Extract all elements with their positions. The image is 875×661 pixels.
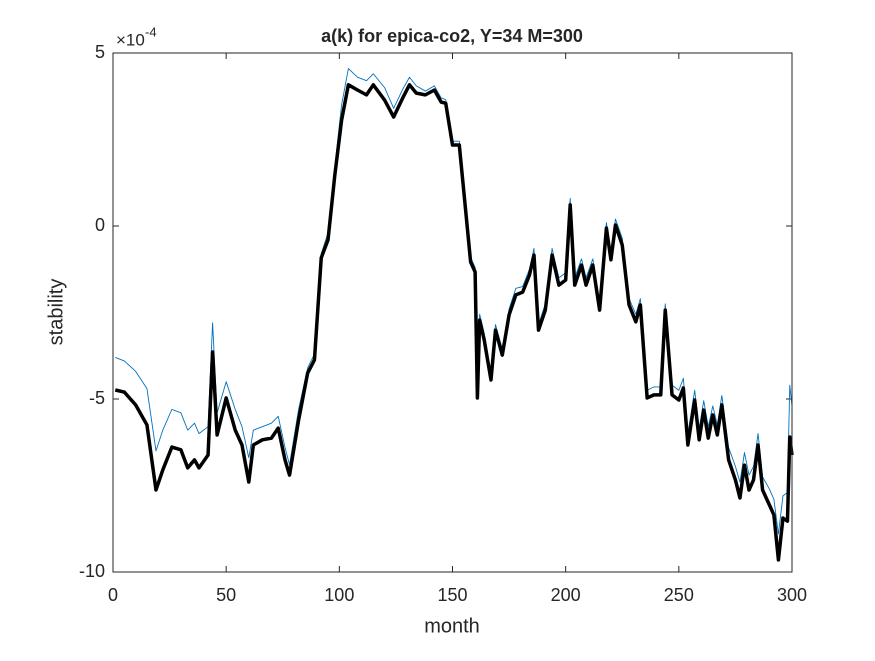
y-multiplier-base: ×10 — [116, 30, 145, 49]
x-tick-label: 250 — [664, 585, 694, 605]
y-multiplier-exponent: -4 — [145, 24, 157, 39]
axes-box — [112, 52, 793, 573]
x-tick-label: 150 — [437, 585, 467, 605]
x-tick-label: 100 — [324, 585, 354, 605]
x-tick-label: 200 — [551, 585, 581, 605]
chart-title: a(k) for epica-co2, Y=34 M=300 — [321, 26, 583, 46]
y-tick-label: -5 — [89, 388, 105, 408]
y-tick-label: 0 — [95, 215, 105, 235]
y-tick-label: 5 — [95, 42, 105, 62]
x-tick-label: 300 — [777, 585, 807, 605]
y-tick-label: -10 — [79, 561, 105, 581]
x-tick-label: 50 — [216, 585, 236, 605]
y-axis-label: stability — [45, 279, 67, 346]
series-line — [114, 83, 794, 562]
x-axis-label: month — [424, 615, 480, 637]
x-tick-label: 0 — [108, 585, 118, 605]
